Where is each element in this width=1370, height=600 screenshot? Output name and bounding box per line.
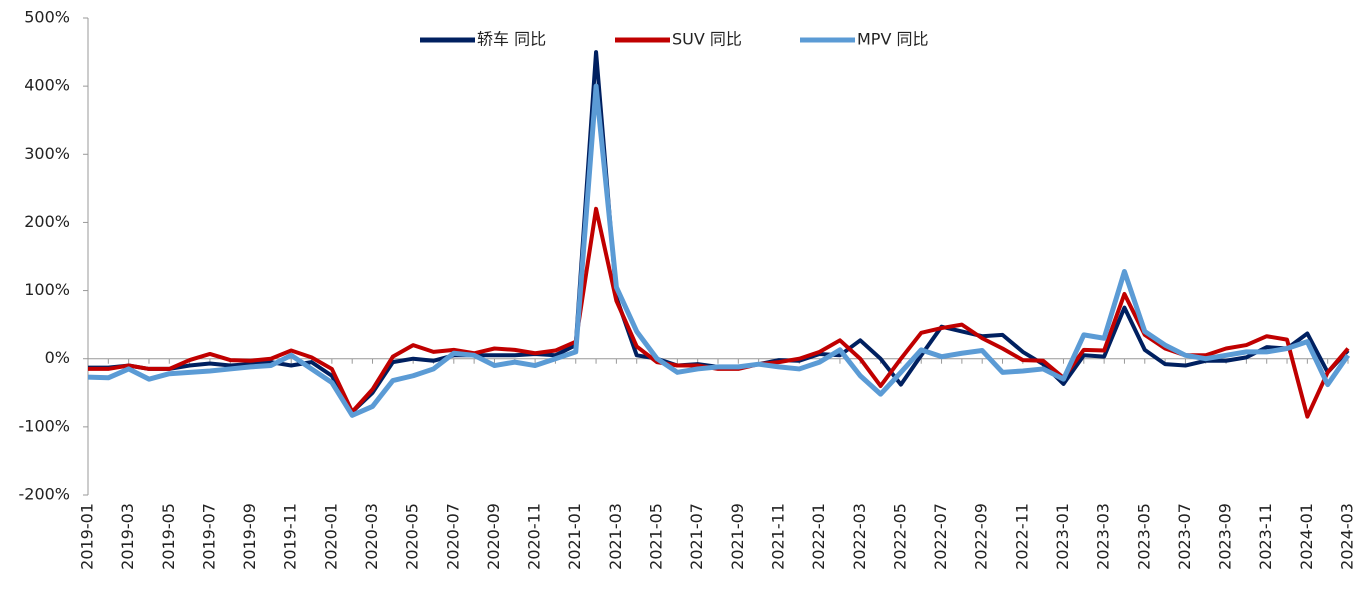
x-tick-label: 2019-09 [240,503,259,570]
x-tick-label: 2019-11 [281,503,300,570]
y-tick-label: 500% [24,8,70,27]
series-line [87,83,1351,418]
x-tick-label: 2020-09 [484,503,503,570]
x-tick-label: 2019-01 [78,503,97,570]
x-tick-label: 2023-09 [1216,503,1235,570]
x-tick-label: 2021-09 [728,503,747,570]
x-tick-label: 2021-03 [606,503,625,570]
x-tick-label: 2020-01 [321,503,340,570]
y-tick-label: -200% [18,485,70,504]
x-tick-label: 2023-07 [1175,503,1194,570]
x-tick-label: 2023-05 [1134,503,1153,570]
legend-label: SUV 同比 [672,30,742,49]
series-line [88,206,1350,419]
y-tick-label: 100% [24,280,70,299]
x-tick-label: 2021-01 [565,503,584,570]
x-tick-label: 2022-11 [1012,503,1031,570]
x-tick-label: 2019-07 [199,503,218,570]
x-tick-label: 2022-09 [972,503,991,570]
x-tick-label: 2023-01 [1053,503,1072,570]
x-tick-label: 2023-03 [1094,503,1113,570]
x-tick-label: 2024-03 [1338,503,1357,570]
x-tick-label: 2021-07 [687,503,706,570]
y-tick-label: 0% [45,348,70,367]
x-tick-label: 2021-11 [768,503,787,570]
x-tick-label: 2020-07 [443,503,462,570]
y-tick-label: 300% [24,144,70,163]
x-tick-label: 2020-03 [362,503,381,570]
x-tick-label: 2020-05 [403,503,422,570]
y-tick-label: -100% [18,416,70,435]
x-tick-label: 2022-05 [890,503,909,570]
x-tick-label: 2024-01 [1297,503,1316,570]
y-tick-label: 400% [24,76,70,95]
x-tick-label: 2021-05 [647,503,666,570]
x-tick-label: 2022-07 [931,503,950,570]
x-tick-label: 2022-03 [850,503,869,570]
x-tick-label: 2020-11 [525,503,544,570]
legend-label: MPV 同比 [857,30,929,49]
x-tick-label: 2019-05 [159,503,178,570]
y-tick-label: 200% [24,212,70,231]
x-tick-label: 2022-01 [809,503,828,570]
legend-label: 轿车 同比 [477,30,546,49]
x-tick-label: 2019-03 [118,503,137,570]
x-tick-label: 2023-11 [1256,503,1275,570]
